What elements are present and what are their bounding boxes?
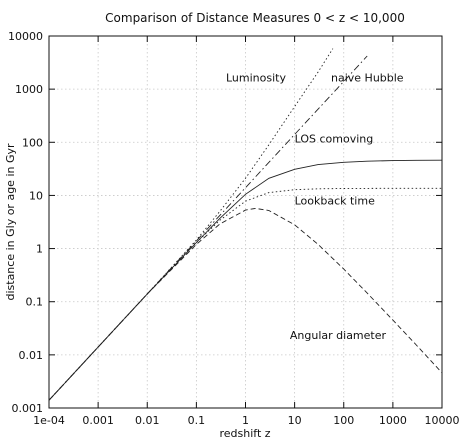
x-tick-label: 0.1 xyxy=(188,414,206,427)
y-tick-label: 0.01 xyxy=(19,349,44,362)
series-line-naive-hubble xyxy=(48,55,368,401)
x-tick-label: 1e-04 xyxy=(33,414,65,427)
y-axis-label: distance in Gly or age in Gyr xyxy=(4,143,17,301)
y-tick-label: 10 xyxy=(29,189,43,202)
x-tick-label: 1 xyxy=(242,414,249,427)
x-axis-label: redshift z xyxy=(219,427,270,440)
series-line-angular-diameter xyxy=(48,207,443,401)
y-tick-label: 10000 xyxy=(8,30,43,43)
x-tick-label: 10000 xyxy=(425,414,460,427)
series-lines xyxy=(48,48,443,401)
grid xyxy=(49,36,442,408)
annotation-label: Luminosity xyxy=(226,71,286,84)
y-tick-label: 100 xyxy=(22,136,43,149)
axis-ticks: 1e-04 0.001 0.01 0.1 1 10 100 1000 100000.0010.0… xyxy=(8,30,460,427)
chart-title: Comparison of Distance Measures 0 < z < … xyxy=(105,11,405,25)
y-tick-label: 0.1 xyxy=(26,296,44,309)
series-line-luminosity xyxy=(48,48,334,401)
annotation-label: Lookback time xyxy=(295,194,375,207)
x-tick-label: 0.01 xyxy=(135,414,160,427)
x-tick-label: 1000 xyxy=(379,414,407,427)
y-tick-label: 1000 xyxy=(15,83,43,96)
y-tick-label: 1 xyxy=(36,243,43,256)
annotation-label: Angular diameter xyxy=(290,329,387,342)
x-tick-label: 10 xyxy=(288,414,302,427)
annotation-label: LOS comoving xyxy=(295,132,374,145)
annotation-label: naive Hubble xyxy=(331,71,404,84)
x-tick-label: 100 xyxy=(333,414,354,427)
annotations: Luminosity naive Hubble LOS comoving Lookba… xyxy=(226,71,404,342)
y-tick-label: 0.001 xyxy=(12,402,44,415)
x-tick-label: 0.001 xyxy=(82,414,114,427)
